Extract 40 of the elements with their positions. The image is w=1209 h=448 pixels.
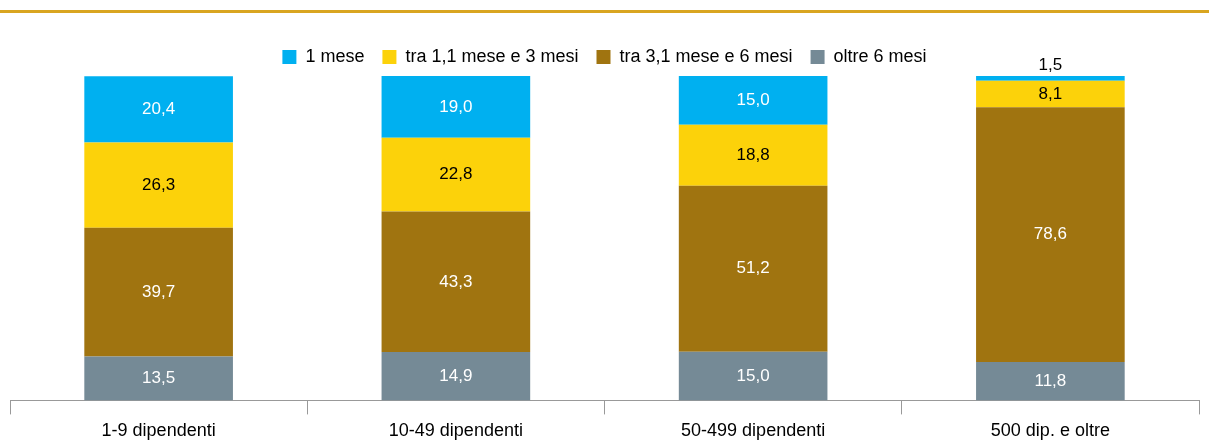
data-label: 20,4	[142, 99, 176, 119]
bar	[84, 142, 233, 228]
data-label: 15,0	[736, 90, 770, 110]
legend-label: 1 mese	[305, 45, 365, 66]
x-tick-label: 50-499 dipendenti	[681, 420, 826, 441]
bar	[381, 76, 531, 138]
bar	[381, 137, 531, 212]
bar	[678, 351, 828, 401]
data-label: 15,0	[736, 365, 770, 385]
data-label: 43,3	[439, 271, 473, 291]
bar	[84, 356, 233, 401]
bar	[678, 185, 828, 352]
data-label: 26,3	[142, 174, 176, 194]
data-label: 22,8	[439, 164, 473, 184]
data-label: 78,6	[1033, 224, 1067, 244]
data-label: 19,0	[439, 96, 473, 116]
data-label: 39,7	[142, 281, 176, 301]
bar	[84, 227, 233, 357]
data-label: 14,9	[439, 365, 473, 385]
bar	[976, 80, 1125, 108]
x-tick-label: 1-9 dipendenti	[101, 420, 216, 441]
bar	[976, 76, 1125, 81]
x-tick-label: 500 dip. e oltre	[990, 420, 1110, 441]
bar	[678, 124, 828, 186]
bar	[976, 362, 1125, 401]
legend-label: tra 3,1 mese e 6 mesi	[619, 45, 793, 66]
bar	[381, 352, 531, 401]
legend-label: oltre 6 mesi	[833, 45, 927, 66]
data-label: 18,8	[736, 144, 770, 164]
data-label: 11,8	[1034, 370, 1067, 390]
data-label: 1,5	[1038, 54, 1063, 74]
x-tick-label: 10-49 dipendenti	[388, 420, 523, 441]
bar	[976, 107, 1125, 363]
bar	[84, 76, 233, 143]
data-label: 51,2	[736, 258, 770, 278]
data-label: 13,5	[142, 368, 176, 388]
bar	[381, 211, 531, 353]
legend-label: tra 1,1 mese e 3 mesi	[405, 45, 579, 66]
bar	[678, 76, 828, 125]
data-label: 8,1	[1038, 83, 1063, 103]
